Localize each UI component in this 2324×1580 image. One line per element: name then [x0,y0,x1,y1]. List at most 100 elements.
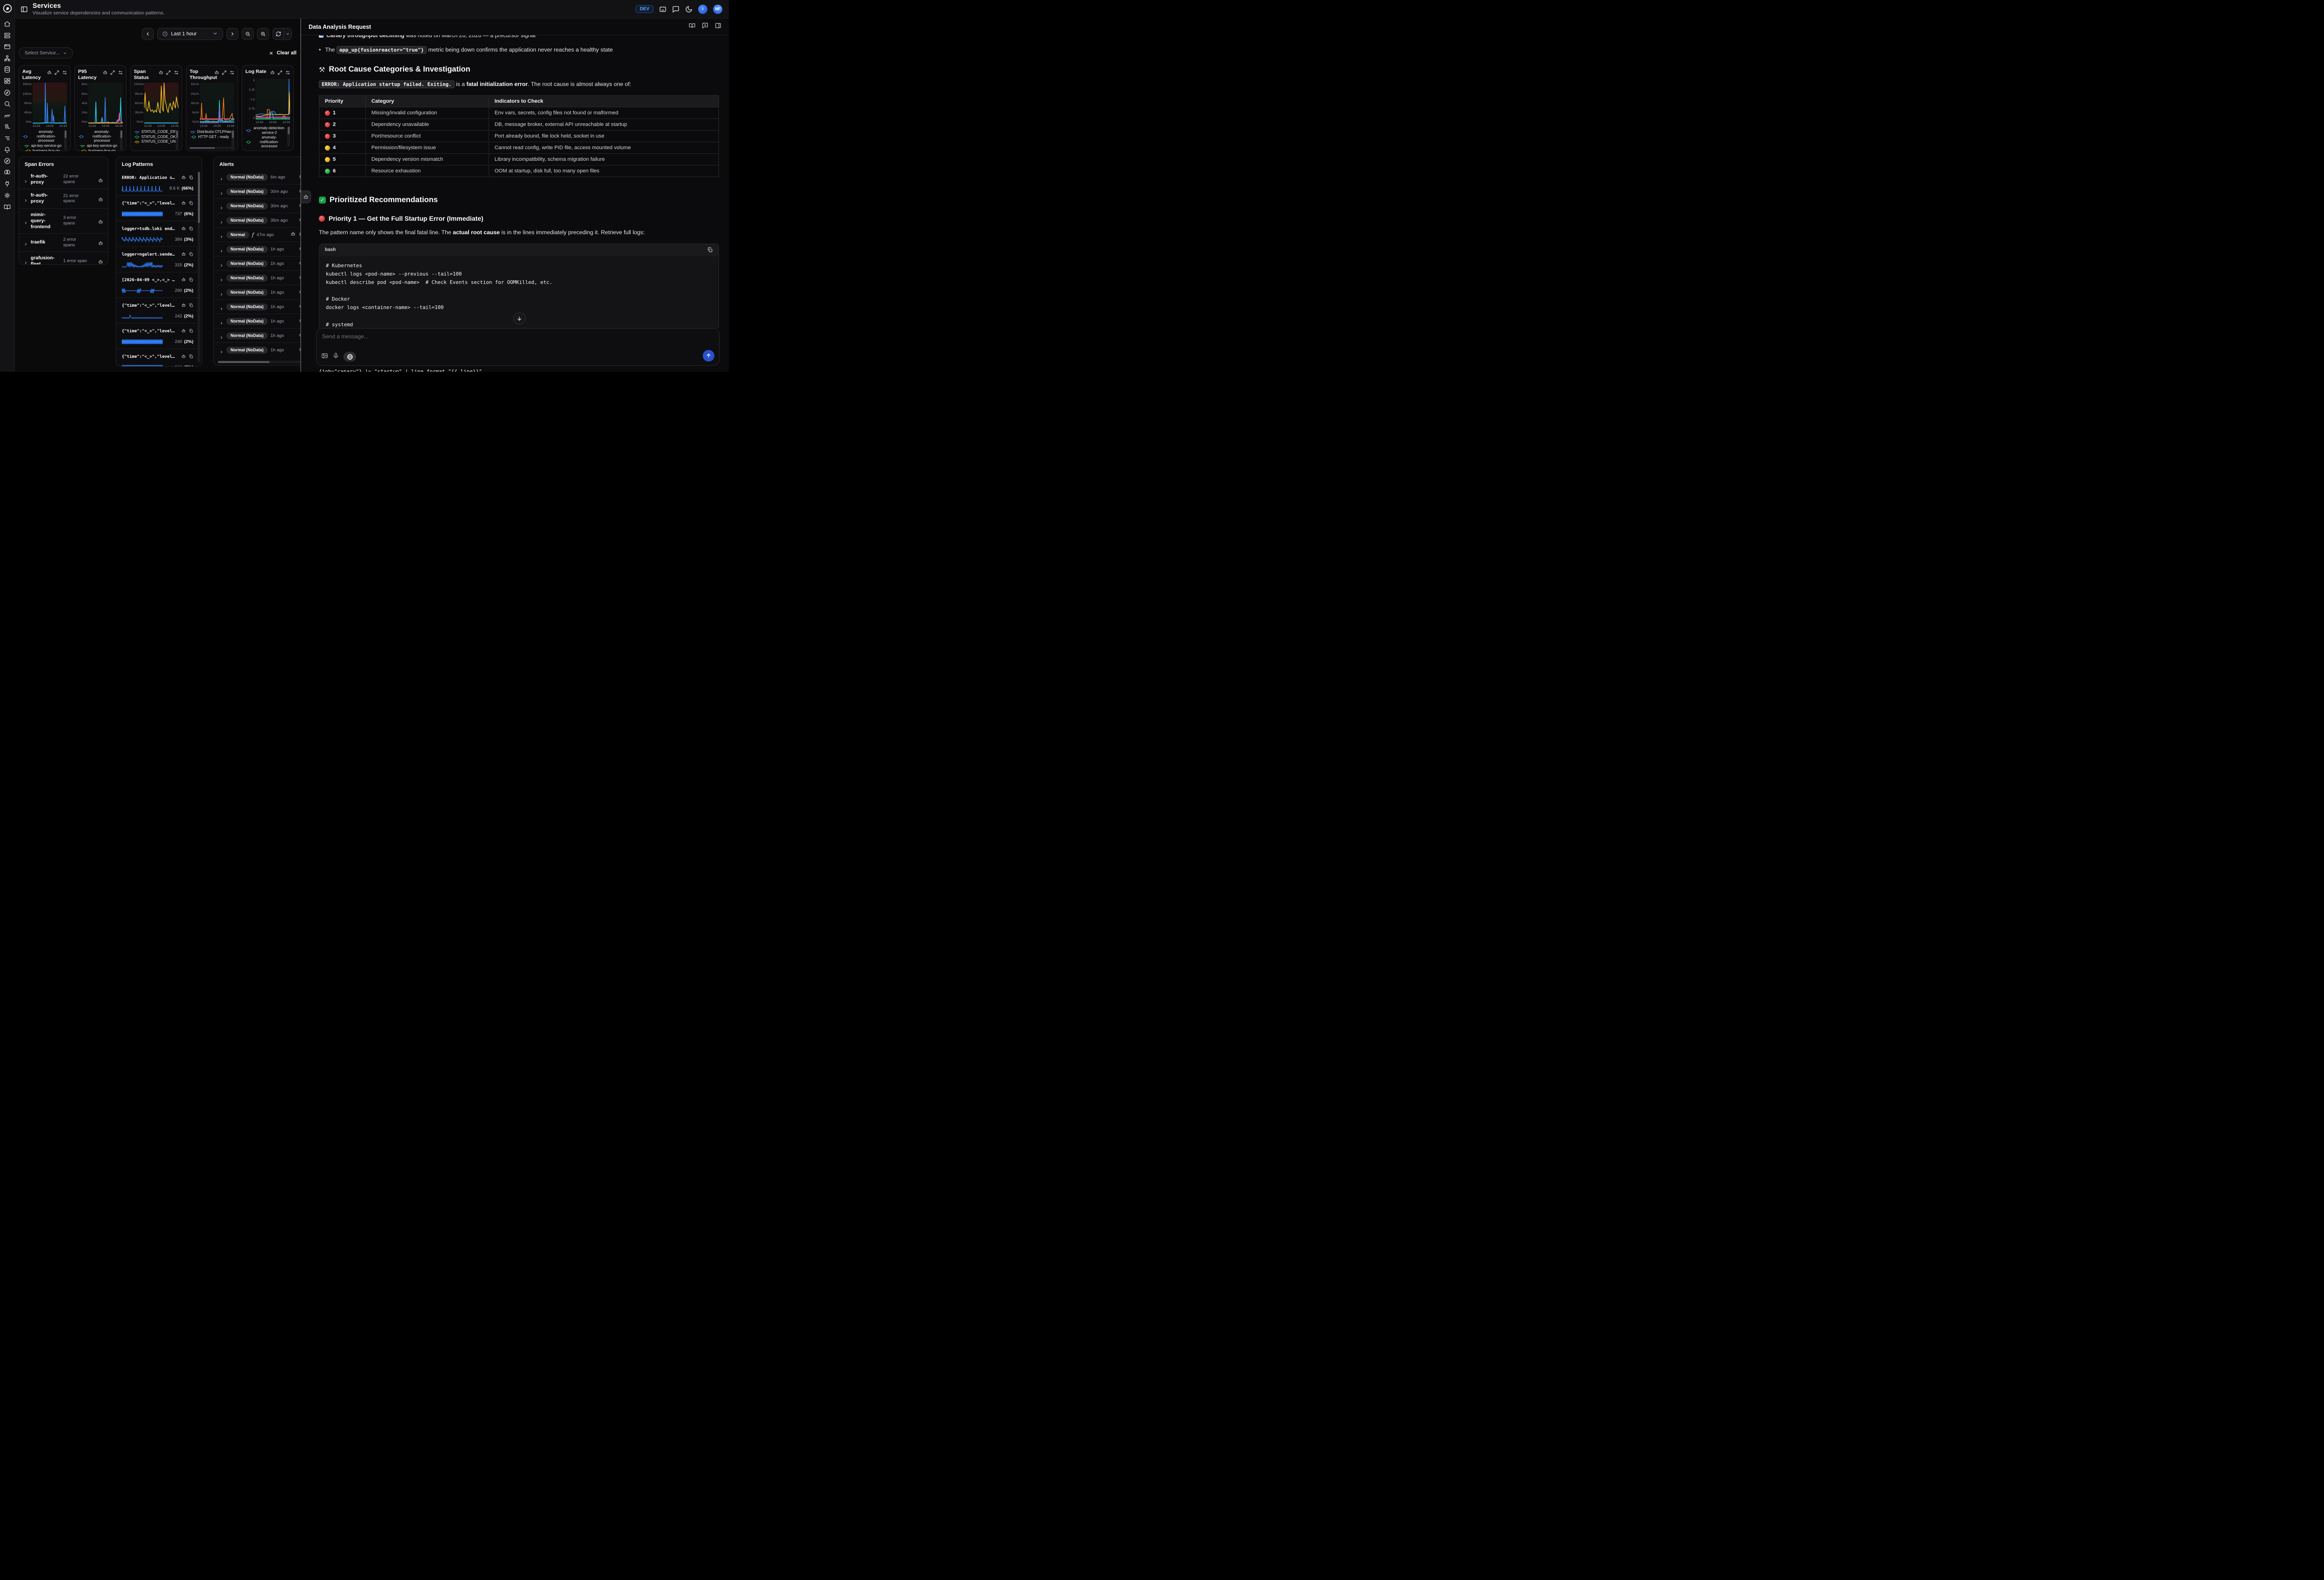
ask-ai-button[interactable] [290,230,296,239]
legend-item[interactable]: business-bus-go [26,149,60,151]
copy-pattern-button[interactable] [189,276,193,284]
legend-hscrollbar[interactable] [189,147,235,149]
chart-plot[interactable] [144,83,178,124]
rail-item-gear-icon[interactable] [2,191,13,201]
open-alert-button[interactable] [299,230,300,239]
expand-button[interactable] [222,69,227,81]
rail-item-grid-icon[interactable] [2,76,13,86]
alerts-hscrollbar[interactable] [218,361,300,363]
copy-pattern-button[interactable] [189,353,193,361]
log-patterns-scrollbar[interactable] [198,171,200,362]
mic-icon[interactable] [332,352,339,362]
alert-row[interactable]: Normal (NoData) 1h ago [214,314,300,328]
user-avatar[interactable]: MF [713,4,722,14]
log-pattern-row[interactable]: {"time":"<_>","level… 737 (6%) [116,195,202,221]
ask-ai-button[interactable] [299,202,300,210]
assistant-message-scroll[interactable]: Canary throughput declining was noted on… [301,35,729,328]
ask-ai-button[interactable] [299,346,300,354]
ask-ai-button[interactable] [214,69,219,81]
chart-options-button[interactable] [285,69,290,77]
ask-ai-button[interactable] [299,303,300,311]
ask-ai-button[interactable] [299,187,300,196]
alert-row[interactable]: Normal (NoData) 1h ago [214,242,300,256]
ask-ai-button[interactable] [299,331,300,340]
rail-item-compass-icon[interactable] [2,87,13,98]
ask-ai-button[interactable] [98,240,103,245]
keyboard-shortcuts-icon[interactable] [659,6,667,13]
theme-moon-icon[interactable] [685,6,693,13]
time-range-picker[interactable]: Last 1 hour [157,28,223,40]
zoom-out-button[interactable] [242,28,254,40]
legend-scrollbar[interactable] [176,130,178,151]
history-book-icon[interactable] [689,22,695,31]
legend-scrollbar[interactable] [231,130,234,151]
send-button[interactable] [703,350,714,362]
log-pattern-row[interactable]: {"time":"<_>","level… 242 (2%) [116,297,202,323]
refresh-interval-dropdown[interactable] [284,28,291,40]
org-avatar[interactable]: I [698,4,707,14]
alert-row[interactable]: Normal (NoData) 30m ago [214,198,300,213]
ask-ai-button[interactable] [181,199,186,208]
ask-ai-button[interactable] [181,250,186,259]
rail-item-network-icon[interactable] [2,53,13,63]
span-error-row[interactable]: mimir-query-frontend 3 error spans [19,208,108,233]
alert-row[interactable]: Normal (NoData) 1h ago [214,270,300,285]
copy-pattern-button[interactable] [189,174,193,182]
expand-button[interactable] [166,69,171,81]
sidebar-toggle-icon[interactable] [20,6,28,13]
chart-options-button[interactable] [230,69,235,81]
chart-options-button[interactable] [62,69,67,81]
rail-item-explore-icon[interactable] [2,156,13,166]
ask-ai-button[interactable] [98,196,103,201]
assistant-collapse-button[interactable] [301,191,311,203]
span-error-row[interactable]: grafusion-fleet 1 error span [19,251,108,264]
legend-item[interactable]: anomaly-notification-processor [246,135,286,147]
alert-row[interactable]: Normal (NoData) 1h ago [214,285,300,299]
legend-item[interactable]: HTTP GET - ready [191,135,229,139]
copy-pattern-button[interactable] [189,302,193,310]
legend-scrollbar[interactable] [287,126,290,146]
ask-ai-button[interactable] [181,225,186,233]
rail-item-metrics-icon[interactable] [2,110,13,120]
legend-item[interactable]: anomaly-notification-processor [79,130,119,143]
message-input[interactable] [322,333,596,344]
log-pattern-row[interactable]: logger=ngalert.sende… 315 (2%) [116,246,202,272]
legend-item[interactable]: anomaly-notification-processor [23,130,63,143]
ask-ai-button[interactable] [98,258,103,263]
alert-row[interactable]: Normal (NoData) 1h ago [214,328,300,342]
panel-right-icon[interactable] [715,22,721,31]
legend-item[interactable]: api-key-service-go [24,144,61,148]
copy-pattern-button[interactable] [189,250,193,259]
legend-item[interactable]: Distributor.OTLPHandler.decod [190,130,234,134]
time-forward-button[interactable] [226,28,238,40]
log-pattern-row[interactable]: [2026-04-09 <_>,<_> … 290 (2%) [116,272,202,297]
legend-scrollbar[interactable] [120,130,123,151]
ask-ai-button[interactable] [299,317,300,325]
app-logo[interactable] [3,4,12,13]
chart-plot[interactable] [88,83,123,124]
ask-ai-button[interactable] [47,69,52,81]
alert-row[interactable]: Normal (NoData) 1h ago [214,256,300,270]
alert-row[interactable]: Normal (NoData) 35m ago [214,213,300,227]
rail-item-home-icon[interactable] [2,19,13,29]
copy-pattern-button[interactable] [189,199,193,208]
rail-item-plug-icon[interactable] [2,179,13,189]
clear-all-button[interactable]: Clear all [269,50,297,56]
rail-item-traces-icon[interactable] [2,133,13,144]
refresh-button[interactable] [272,28,292,40]
panel-resize-handle[interactable] [300,19,301,372]
ask-ai-button[interactable] [299,259,300,268]
ask-ai-button[interactable] [181,327,186,336]
alert-row[interactable]: Normal (NoData) 30m ago [214,184,300,198]
zoom-in-button[interactable] [257,28,269,40]
ask-ai-button[interactable] [103,69,108,81]
copy-pattern-button[interactable] [189,327,193,336]
attach-image-icon[interactable] [321,352,328,362]
log-pattern-row[interactable]: ERROR: Application s… 8.6 K (66%) [116,170,202,195]
alert-row[interactable]: Normal (NoData) 1h ago [214,342,300,357]
rail-item-logs-icon[interactable] [2,122,13,132]
legend-item[interactable]: api-key-service-go [79,144,117,148]
ask-ai-button[interactable] [181,174,186,182]
legend-item[interactable]: business-bus-go [81,149,116,151]
ask-ai-button[interactable] [270,69,275,77]
